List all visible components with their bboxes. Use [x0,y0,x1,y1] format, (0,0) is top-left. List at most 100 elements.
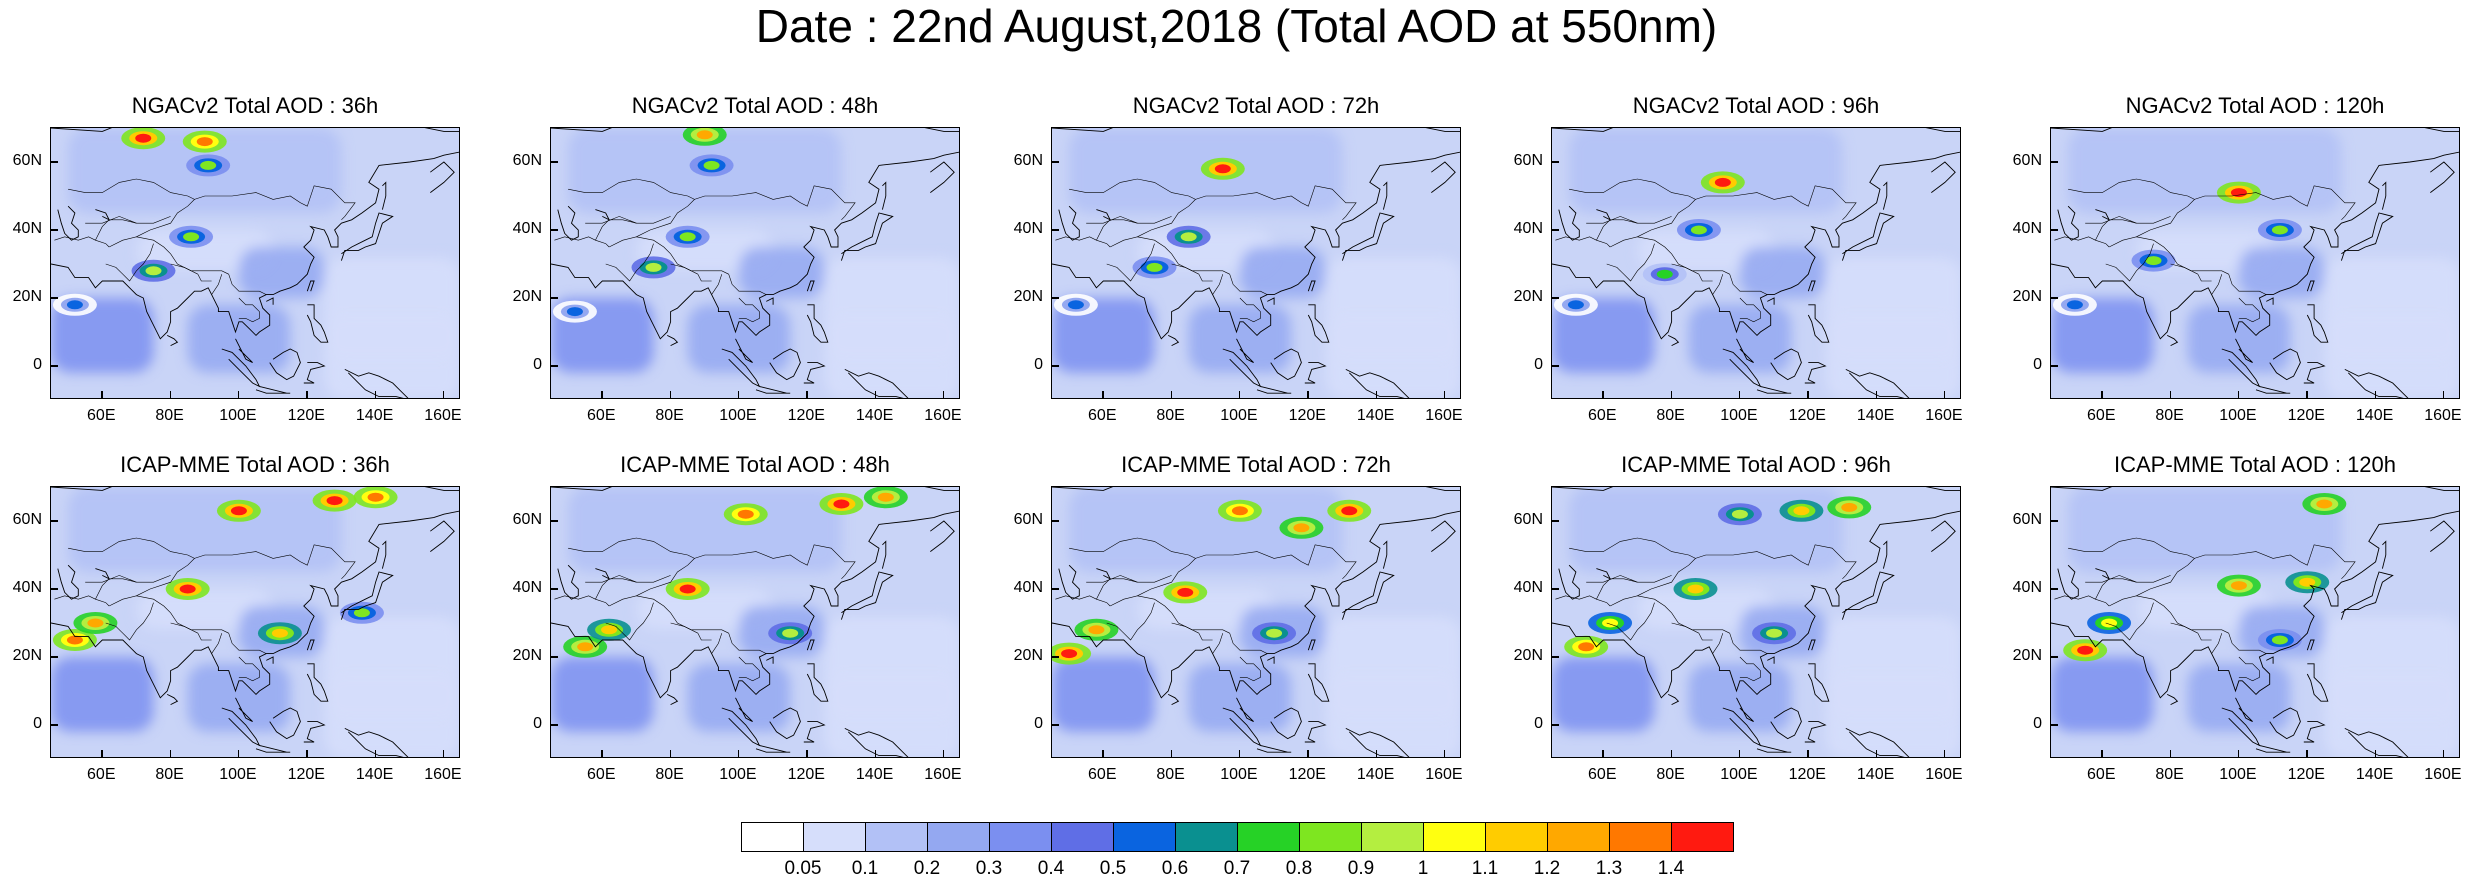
aod-hotspot [1779,499,1824,522]
lon-tick-label: 100E [1720,766,1758,783]
aod-zone [136,589,274,630]
lon-tick-mark [101,750,103,758]
country-border [568,537,695,559]
aod-hotspot [312,489,357,512]
coastline [1841,571,1895,620]
coastline [1558,205,1580,241]
lon-tick-label: 60E [1088,407,1117,424]
aod-hotspot [2216,181,2261,204]
country-borders [1055,537,1357,682]
coastline [666,334,679,347]
aod-hotspot [2216,574,2261,597]
lat-tick-label: 20N [12,288,42,305]
lat-tick-mark [550,724,558,726]
country-border [211,274,223,295]
colorbar-swatch [803,822,866,852]
lon-tick-label: 140E [2355,407,2394,424]
aod-hotspot [1053,293,1098,316]
colorbar-label: 1.4 [1657,858,1685,879]
country-border [1712,274,1724,295]
country-border [595,578,637,600]
lat-tick-label: 40N [1513,220,1543,237]
aod-hotspot [1676,219,1721,241]
colorbar-label: 1.3 [1595,858,1623,879]
lon-tick-mark [2374,750,2377,758]
colorbar-swatch [1237,822,1300,852]
country-border [238,297,260,323]
coastline [2306,639,2315,651]
lon-tick-mark [874,391,877,399]
lon-tick-mark [601,391,603,399]
aod-hotspots [552,128,734,323]
aod-zone [824,674,959,757]
coastline [1345,727,1410,757]
aod-field [2051,128,2459,398]
country-border [197,274,212,282]
background-aod-shading [551,487,959,757]
aod-hotspot [169,225,214,248]
lat-tick-label: 60N [1013,511,1043,528]
lat-tick-label: 0 [1034,715,1043,732]
lon-tick-label: 80E [155,407,184,424]
coastline [806,280,815,292]
lat-tick-mark [1551,656,1559,658]
aod-hotspot [1074,618,1119,641]
lat-tick-mark [1051,297,1059,299]
coastline [1552,510,1960,699]
aod-hotspot [552,300,597,323]
lat-tick-label: 60N [1013,152,1043,169]
country-border [85,575,171,583]
country-border [1212,274,1224,295]
lon-tick-label: 60E [587,407,616,424]
lon-tick-mark [2442,391,2445,399]
lon-tick-mark [1238,391,1241,399]
aod-zone [2051,657,2154,732]
coastline [2381,181,2387,210]
lat-tick-label: 60N [1513,511,1543,528]
lon-tick-mark [1738,391,1741,399]
aod-zone [1069,487,1343,572]
coastline [2057,564,2079,600]
aod-zone [1739,247,1826,298]
coastline [1722,348,1762,388]
coastline [166,693,179,706]
country-border [105,602,154,641]
coastlines [2051,128,2459,398]
aod-hotspot [2285,571,2330,594]
lat-tick-label: 60N [2012,152,2042,169]
aod-hotspot [1717,503,1762,526]
aod-field [2051,487,2459,757]
country-border [1212,633,1224,654]
coastline [1096,209,1112,221]
coastline [881,540,887,569]
coastline [381,540,387,569]
colorbar-swatch [865,822,928,852]
coastline [1841,212,1895,261]
aod-zone [1569,128,1843,213]
aod-field [51,128,459,398]
colorbar-swatch [1423,822,1486,852]
aod-zone [1239,247,1326,298]
country-border [54,236,110,248]
country-borders [554,537,856,682]
coastline [1756,744,1792,753]
country-border [1586,216,1672,224]
country-border [1606,602,1655,641]
lon-tick-label: 60E [587,766,616,783]
lon-tick-label: 60E [1588,407,1617,424]
aod-map [50,486,460,758]
country-border [554,236,610,248]
background-aod-shading [2051,487,2459,757]
country-border [1739,297,1761,323]
colorbar-swatch [989,822,1052,852]
aod-zone [1052,298,1155,373]
coastline [1882,181,1888,210]
lon-tick-mark [1875,750,1878,758]
coastline [666,693,679,706]
aod-zone [738,247,825,298]
coastline [1222,707,1262,747]
aod-zone [68,487,342,572]
coastline [1052,510,1460,699]
lon-tick-label: 120E [287,766,325,783]
lat-tick-label: 20N [512,288,542,305]
